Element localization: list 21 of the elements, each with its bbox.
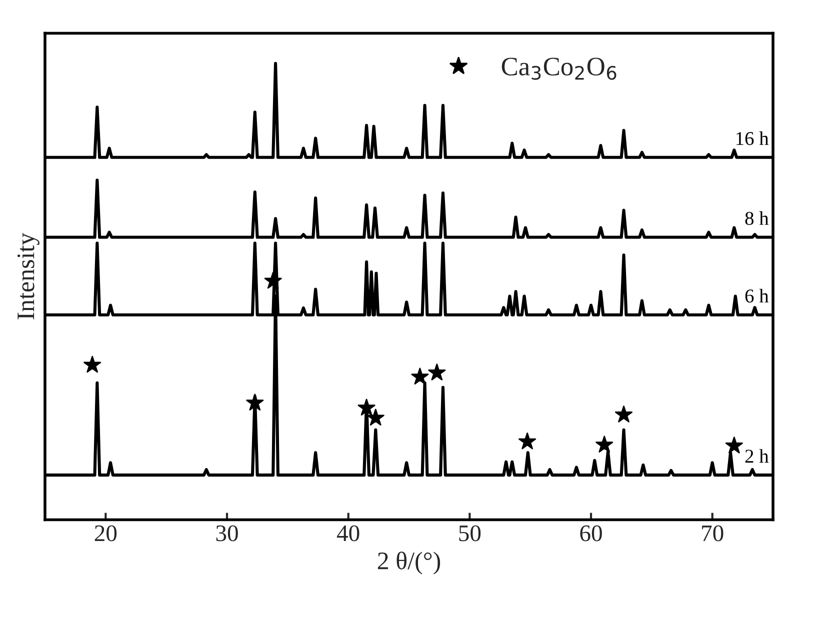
x-axis-title: 2 θ/(°) (378, 552, 440, 574)
x-tick-label: 50 (459, 525, 481, 542)
series-label: 16 h (736, 131, 769, 146)
series-label: 8 h (745, 211, 769, 225)
x-tick-label: 20 (94, 525, 117, 542)
series-label: 2 h (745, 449, 769, 463)
point (614, 406, 633, 422)
point (366, 408, 384, 426)
x-tick-label: 70 (702, 525, 724, 542)
point (411, 368, 429, 384)
point (518, 432, 536, 450)
point (428, 364, 446, 380)
point (725, 436, 743, 454)
point (596, 436, 614, 452)
series-label: 6 h (745, 288, 769, 303)
x-tick-label: 30 (216, 525, 238, 542)
x-tick-label: 40 (336, 525, 360, 542)
x-tick-label: 60 (580, 525, 602, 542)
y-axis-title: Intensity (17, 232, 40, 320)
point (84, 356, 102, 373)
legend-label: Ca$_{3}$Co$_{2}$O$_{6}$ (502, 58, 616, 80)
